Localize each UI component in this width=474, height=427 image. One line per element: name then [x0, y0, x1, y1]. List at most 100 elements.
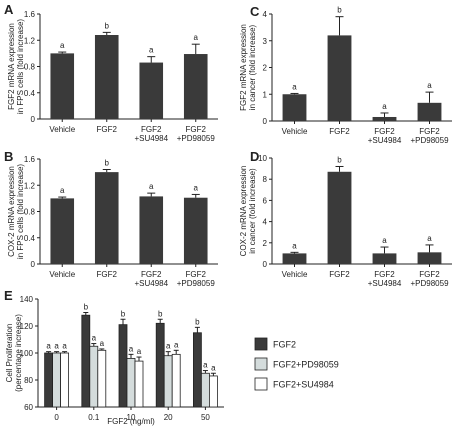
bar-fgf2 — [118, 324, 128, 408]
y-tick-label: 2 — [263, 239, 268, 248]
y-tick-label: 0 — [263, 117, 268, 126]
y-axis-label: Cell Proliferation(percentage increase) — [5, 314, 23, 392]
panel-letter: D — [250, 149, 259, 164]
significance-letter: b — [121, 309, 126, 318]
bar-fgf2-su4984 — [171, 353, 181, 408]
bar — [139, 62, 164, 119]
y-tick-label: 0.8 — [24, 208, 36, 217]
y-tick-label: 1.6 — [24, 155, 36, 164]
y-tick-label: 1.2 — [24, 36, 36, 45]
y-axis-label-line: in cancer (fold increase) — [248, 168, 257, 254]
bar-fgf2-pd98059 — [200, 372, 210, 408]
x-tick-label: +SU4984 — [134, 279, 168, 288]
significance-letter: a — [427, 81, 432, 90]
legend-label: FGF2 — [273, 340, 296, 350]
y-axis-label: COX-2 mRNA expressionin cancer (fold inc… — [239, 166, 257, 257]
y-tick-label: 1.2 — [24, 181, 36, 190]
x-axis-label: FGF2 (ng/ml) — [107, 417, 155, 426]
significance-letter: a — [54, 342, 59, 351]
x-tick-label: FGF2 — [97, 270, 118, 279]
bar-fgf2 — [155, 322, 165, 408]
y-tick-label: 60 — [24, 403, 33, 412]
legend-label: FGF2+PD98059 — [273, 360, 339, 370]
bar-fgf2-pd98059 — [52, 352, 61, 408]
significance-letter: a — [129, 344, 134, 353]
bar — [417, 252, 442, 264]
legend-swatch — [254, 377, 268, 391]
x-tick-label: +PD98059 — [177, 279, 216, 288]
x-tick-label: +PD98059 — [410, 136, 449, 145]
bar — [282, 253, 307, 264]
y-tick-label: 0 — [31, 115, 36, 124]
bar — [139, 196, 164, 264]
x-tick-label: +PD98059 — [410, 279, 449, 288]
y-axis-label-line: Cell Proliferation — [5, 324, 14, 383]
legend-label: FGF2+SU4984 — [273, 380, 334, 390]
x-tick-label: FGF2 — [374, 127, 395, 136]
y-tick-label: 0 — [31, 260, 36, 269]
legend-swatch — [254, 357, 268, 371]
bar-fgf2 — [44, 352, 53, 408]
x-tick-label: FGF2 — [186, 270, 207, 279]
y-tick-label: 4 — [263, 218, 268, 227]
x-tick-label: Vehicle — [49, 270, 75, 279]
x-tick-label: FGF2 — [141, 125, 162, 134]
x-tick-label: 0.1 — [88, 413, 100, 422]
y-tick-label: 1 — [263, 90, 268, 99]
significance-letter: a — [194, 33, 199, 42]
y-axis-label: FGF2 mRNA expressionin cancer (fold incr… — [239, 24, 257, 111]
significance-letter: a — [149, 46, 154, 55]
bar — [94, 172, 119, 264]
x-tick-label: Vehicle — [282, 270, 308, 279]
y-tick-label: 0.4 — [24, 89, 36, 98]
bar — [94, 35, 119, 119]
legend-swatch — [254, 337, 268, 351]
y-tick-label: 3 — [263, 37, 268, 46]
bar — [372, 116, 397, 121]
significance-letter: b — [84, 303, 89, 312]
bar-fgf2-su4984 — [97, 349, 107, 408]
significance-letter: a — [194, 183, 199, 192]
y-axis-label-line: in FPS cells (fold increase) — [16, 164, 25, 259]
significance-letter: b — [158, 309, 163, 318]
significance-letter: b — [337, 6, 342, 15]
bar-fgf2-su4984 — [208, 375, 218, 408]
bar-fgf2 — [192, 332, 202, 408]
significance-letter: b — [105, 21, 110, 30]
y-axis-label: FGF2 mRNA expressionin FPS cells (fold i… — [7, 19, 25, 114]
significance-letter: a — [60, 41, 65, 50]
x-tick-label: 10 — [127, 413, 136, 422]
bar — [50, 198, 75, 264]
significance-letter: a — [60, 186, 65, 195]
significance-letter: a — [46, 342, 51, 351]
x-tick-label: +SU4984 — [134, 134, 168, 143]
significance-letter: a — [174, 340, 179, 349]
significance-letter: b — [105, 159, 110, 168]
bar-fgf2-pd98059 — [163, 355, 173, 408]
significance-letter: a — [92, 334, 97, 343]
bar-fgf2-su4984 — [134, 360, 144, 408]
significance-letter: a — [382, 236, 387, 245]
significance-letter: a — [203, 361, 208, 370]
y-axis-label-line: in cancer (fold increase) — [248, 24, 257, 110]
panel-letter: A — [4, 2, 14, 17]
bar-fgf2-pd98059 — [89, 345, 99, 408]
y-tick-label: 2 — [263, 64, 268, 73]
x-tick-label: FGF2 — [186, 125, 207, 134]
y-axis-label-line: FGF2 mRNA expression — [239, 24, 248, 111]
x-tick-label: +PD98059 — [177, 134, 216, 143]
x-tick-label: Vehicle — [49, 125, 75, 134]
significance-letter: a — [166, 342, 171, 351]
bar-fgf2-pd98059 — [126, 357, 136, 408]
significance-letter: a — [292, 241, 297, 250]
significance-letter: a — [427, 234, 432, 243]
significance-letter: b — [337, 155, 342, 164]
x-tick-label: +SU4984 — [368, 279, 402, 288]
panel-letter: C — [250, 4, 260, 19]
legend: FGF2 FGF2+PD98059 FGF2+SU4984 — [254, 337, 339, 391]
y-tick-label: 80 — [24, 376, 33, 385]
y-tick-label: 120 — [20, 322, 34, 331]
significance-letter: a — [292, 82, 297, 91]
